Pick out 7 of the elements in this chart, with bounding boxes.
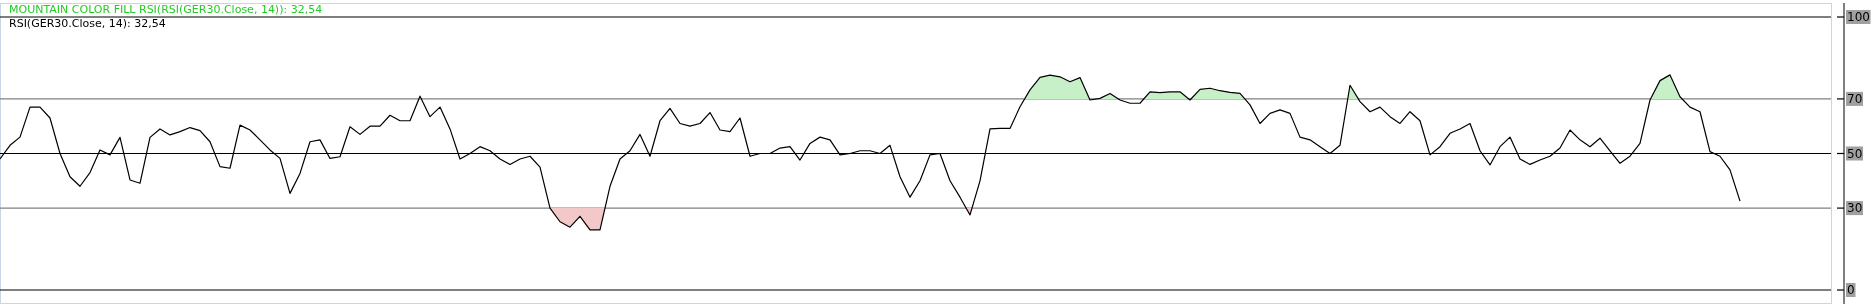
chart-title: MOUNTAIN COLOR FILL RSI(RSI(GER30.Close, 14)): 32,54 [9, 3, 323, 16]
y-tick-label: 70 [1847, 91, 1863, 106]
y-tick-label: 30 [1847, 201, 1863, 216]
y-tick-label: 100 [1847, 10, 1870, 24]
y-tick-label: 50 [1847, 146, 1863, 161]
chart-subtitle: RSI(GER30.Close, 14): 32,54 [9, 17, 166, 30]
y-tick-label: 0 [1847, 283, 1855, 297]
